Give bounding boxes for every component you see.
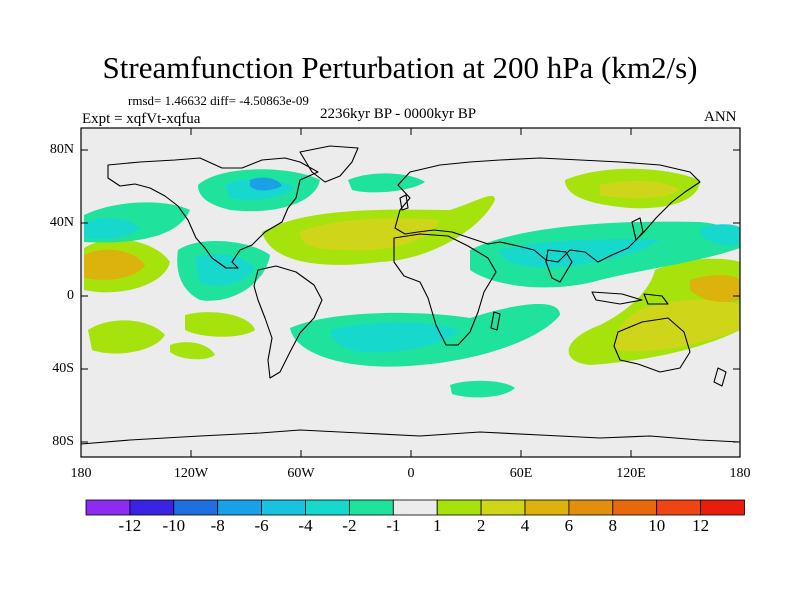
season-label: ANN — [704, 109, 737, 125]
colorbar-label: -2 — [342, 516, 357, 535]
colorbar-label: -1 — [386, 516, 401, 535]
colorbar-label: 8 — [608, 516, 618, 535]
lat-label-80s: 80S — [52, 434, 74, 449]
positive-field — [84, 168, 740, 365]
lon-label-120w: 120W — [173, 466, 209, 481]
lon-label-0: 0 — [407, 466, 415, 481]
colorbar-label: -4 — [298, 516, 313, 535]
lon-label-180w: 180 — [70, 466, 92, 481]
lat-label-40s: 40S — [52, 361, 74, 376]
map-title: Streamfunction Perturbation at 200 hPa (… — [102, 50, 698, 85]
colorbar-label: -8 — [210, 516, 225, 535]
coastlines — [80, 145, 741, 445]
colorbar-label: -10 — [162, 516, 186, 535]
lon-label-60e: 60E — [509, 466, 533, 481]
colorbar-label: 10 — [648, 516, 666, 535]
colorbar-label: 1 — [432, 516, 442, 535]
colorbar-label: -12 — [118, 516, 142, 535]
lon-label-180e: 180 — [729, 466, 751, 481]
colorbar-label: 6 — [564, 516, 574, 535]
lon-label-60w: 60W — [287, 466, 315, 481]
lat-label-40n: 40N — [49, 215, 74, 230]
colorbar-label: -6 — [254, 516, 269, 535]
period-label: 2236kyr BP - 0000kyr BP — [320, 106, 477, 122]
stats-text: rmsd= 1.46632 diff= -4.50863e-09 — [128, 93, 309, 108]
experiment-label: Expt = xqfVt-xqfua — [82, 111, 201, 127]
lat-label-0: 0 — [67, 288, 74, 303]
lat-label-80n: 80N — [49, 142, 74, 157]
lon-label-120e: 120E — [616, 466, 646, 481]
colorbar-label: 4 — [520, 516, 530, 535]
colorbar-label: 2 — [476, 516, 486, 535]
colorbar-label: 12 — [692, 516, 710, 535]
